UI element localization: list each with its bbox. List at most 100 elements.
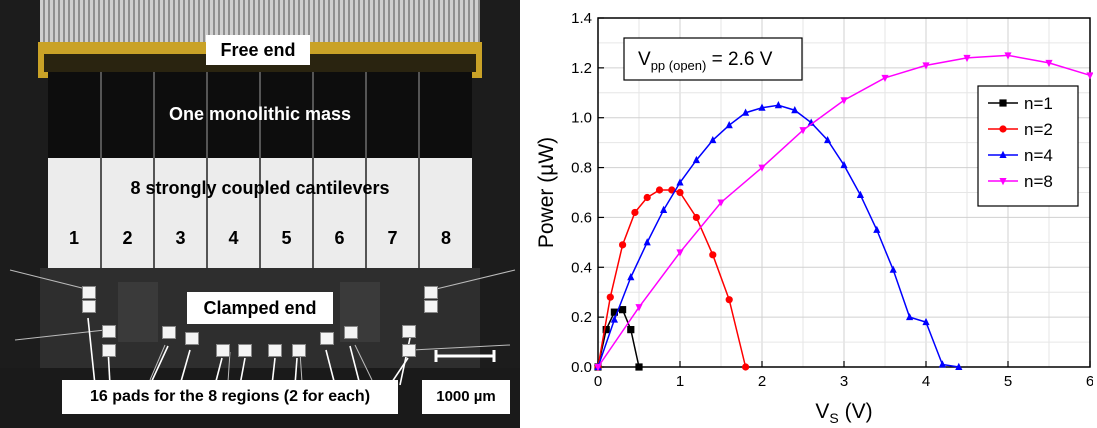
cantilever-gap xyxy=(312,72,314,268)
cantilever-gap xyxy=(206,72,208,268)
legend-label: n=8 xyxy=(1024,172,1053,191)
data-point xyxy=(725,296,733,304)
data-point xyxy=(660,205,668,213)
data-point xyxy=(692,213,700,222)
data-point xyxy=(922,317,930,326)
cantilever-number: 3 xyxy=(175,228,186,248)
annotation-box xyxy=(623,37,803,81)
series-line-n2 xyxy=(597,189,747,368)
bond-pad xyxy=(82,300,96,313)
data-point xyxy=(627,326,635,334)
y-tick-label: 0.0 xyxy=(571,359,592,376)
data-point xyxy=(963,54,971,63)
data-point xyxy=(725,120,733,129)
cantilever-number: 1 xyxy=(68,228,79,248)
bond-pad xyxy=(402,325,416,338)
data-point xyxy=(643,193,651,202)
bond-pad xyxy=(162,326,176,339)
bond-pad xyxy=(344,326,358,339)
y-tick-label: 0.8 xyxy=(571,160,592,177)
x-tick-label: 4 xyxy=(922,373,930,390)
data-point xyxy=(1045,59,1053,68)
cantilever-number: 6 xyxy=(334,228,345,248)
x-tick-label: 6 xyxy=(1086,373,1093,390)
x-tick-label: 1 xyxy=(676,373,684,390)
free-end-label: Free end xyxy=(206,35,310,65)
pads-caption: 16 pads for the 8 regions (2 for each) xyxy=(62,380,398,414)
device-micrograph: Free end One monolithic mass 8 strongly … xyxy=(0,0,520,428)
data-point xyxy=(824,135,832,144)
data-point xyxy=(635,304,643,312)
data-point xyxy=(676,188,684,197)
data-point xyxy=(676,178,684,186)
data-point xyxy=(619,241,627,249)
data-point xyxy=(676,249,684,257)
data-point xyxy=(873,225,881,233)
power-voltage-chart: 0 1 2 3 4 5 6 0.0 0.2 0.4 0.6 0.8 1.0 1.2 1.4 VS (V) Pow… xyxy=(535,10,1093,426)
y-tick-label: 1.2 xyxy=(571,60,592,77)
data-point xyxy=(807,118,815,126)
annotation-text: Vpp (open) = 2.6 V xyxy=(638,49,773,73)
data-point xyxy=(709,135,717,144)
legend-label: n=1 xyxy=(1024,94,1053,113)
x-tick-label: 2 xyxy=(758,373,766,390)
cantilever-number: 2 xyxy=(122,228,133,248)
bond-pad xyxy=(292,344,306,357)
data-point xyxy=(758,164,766,172)
bond-pad xyxy=(82,286,96,299)
anchor-block xyxy=(118,282,158,342)
x-axis-label: VS (V) xyxy=(815,400,872,426)
bond-pad xyxy=(185,332,199,345)
legend-marker xyxy=(999,178,1007,186)
data-point xyxy=(602,326,610,334)
data-point xyxy=(655,186,664,194)
y-tick-label: 1.0 xyxy=(571,110,592,127)
data-point xyxy=(610,308,618,316)
data-point xyxy=(627,273,635,281)
data-point xyxy=(631,208,639,217)
y-tick-label: 0.4 xyxy=(571,259,592,276)
bond-pad xyxy=(320,332,334,345)
cantilever-gap xyxy=(100,72,102,268)
x-tick-label: 3 xyxy=(840,373,848,390)
data-point xyxy=(881,74,889,83)
y-axis-label: Power (µW) xyxy=(535,137,558,248)
data-point xyxy=(1086,72,1093,80)
bond-pad xyxy=(216,344,230,357)
x-tick-label: 0 xyxy=(594,373,602,390)
data-point xyxy=(922,62,930,70)
clamped-end-label: Clamped end xyxy=(187,292,333,324)
cantilever-gap xyxy=(418,72,420,268)
data-point xyxy=(791,106,799,114)
bond-pad xyxy=(424,300,438,313)
data-point xyxy=(840,97,848,105)
legend-marker xyxy=(999,99,1007,107)
data-point xyxy=(610,315,618,323)
legend-marker xyxy=(999,125,1007,133)
cantilever-number: 4 xyxy=(228,228,239,248)
data-point xyxy=(742,363,750,371)
bond-pad xyxy=(102,344,116,357)
data-point xyxy=(906,312,914,321)
data-point xyxy=(635,363,643,371)
legend-marker xyxy=(999,150,1007,158)
bond-pad xyxy=(238,344,252,357)
x-tick-label: 5 xyxy=(1004,373,1012,390)
scale-bar-label: 1000 µm xyxy=(422,380,510,414)
data-point xyxy=(840,160,848,169)
legend-label: n=2 xyxy=(1024,120,1053,139)
bond-pad xyxy=(102,325,116,338)
data-point xyxy=(889,265,897,273)
data-point xyxy=(1004,52,1012,60)
data-point xyxy=(758,103,766,111)
legend-label: n=4 xyxy=(1024,146,1053,165)
cantilever-gap xyxy=(153,72,155,268)
data-point xyxy=(606,293,614,301)
data-point xyxy=(692,155,700,164)
data-point xyxy=(799,127,807,135)
mass-label: One monolithic mass xyxy=(168,104,352,124)
cantilever-gap xyxy=(365,72,367,268)
data-point xyxy=(955,362,963,370)
y-tick-label: 0.2 xyxy=(571,309,592,326)
data-point xyxy=(717,199,725,207)
